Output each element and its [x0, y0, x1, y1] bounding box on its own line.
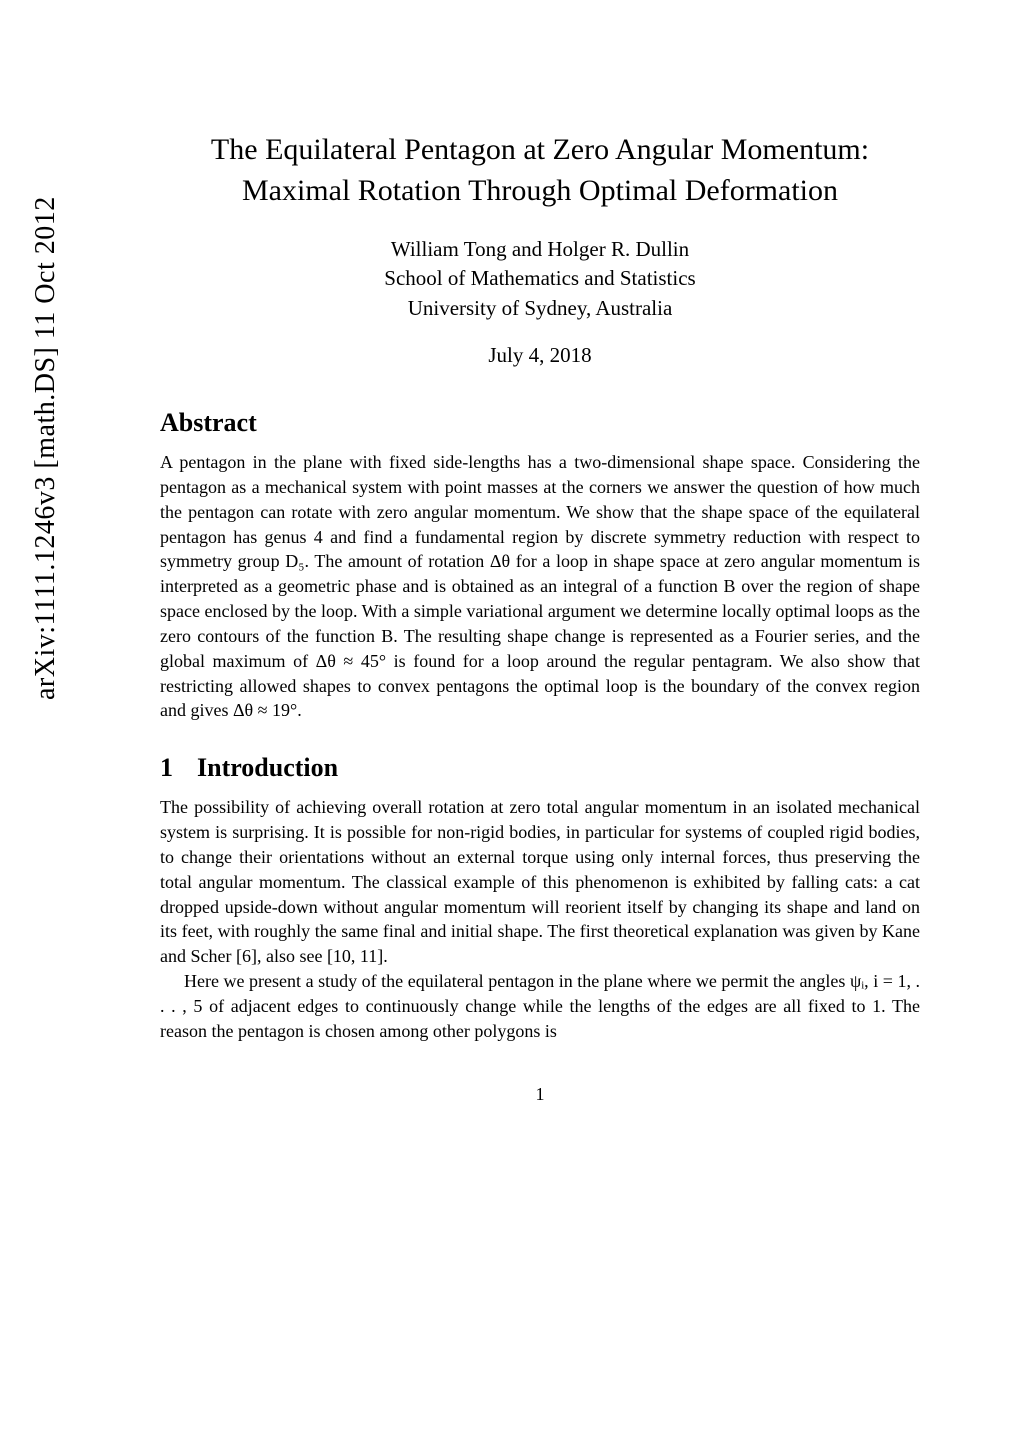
affiliation-university: University of Sydney, Australia — [408, 296, 673, 320]
intro-paragraph-1: The possibility of achieving overall rot… — [160, 795, 920, 969]
page-number: 1 — [160, 1084, 920, 1105]
author-names: William Tong and Holger R. Dullin — [391, 237, 689, 261]
title-line-1: The Equilateral Pentagon at Zero Angular… — [211, 133, 869, 166]
section-1-number: 1 — [160, 753, 173, 783]
author-block: William Tong and Holger R. Dullin School… — [160, 235, 920, 323]
section-1-heading: 1 Introduction — [160, 753, 920, 783]
paper-page: arXiv:1111.1246v3 [math.DS] 11 Oct 2012 … — [0, 0, 1020, 1165]
paper-title: The Equilateral Pentagon at Zero Angular… — [160, 130, 920, 211]
abstract-text: A pentagon in the plane with fixed side-… — [160, 450, 920, 723]
title-line-2: Maximal Rotation Through Optimal Deforma… — [242, 174, 838, 207]
intro-paragraph-2: Here we present a study of the equilater… — [160, 969, 920, 1043]
paper-date: July 4, 2018 — [160, 343, 920, 368]
abstract-heading: Abstract — [160, 408, 920, 438]
affiliation-dept: School of Mathematics and Statistics — [384, 266, 695, 290]
section-1-title: Introduction — [197, 753, 338, 782]
arxiv-identifier: arXiv:1111.1246v3 [math.DS] 11 Oct 2012 — [30, 196, 62, 700]
